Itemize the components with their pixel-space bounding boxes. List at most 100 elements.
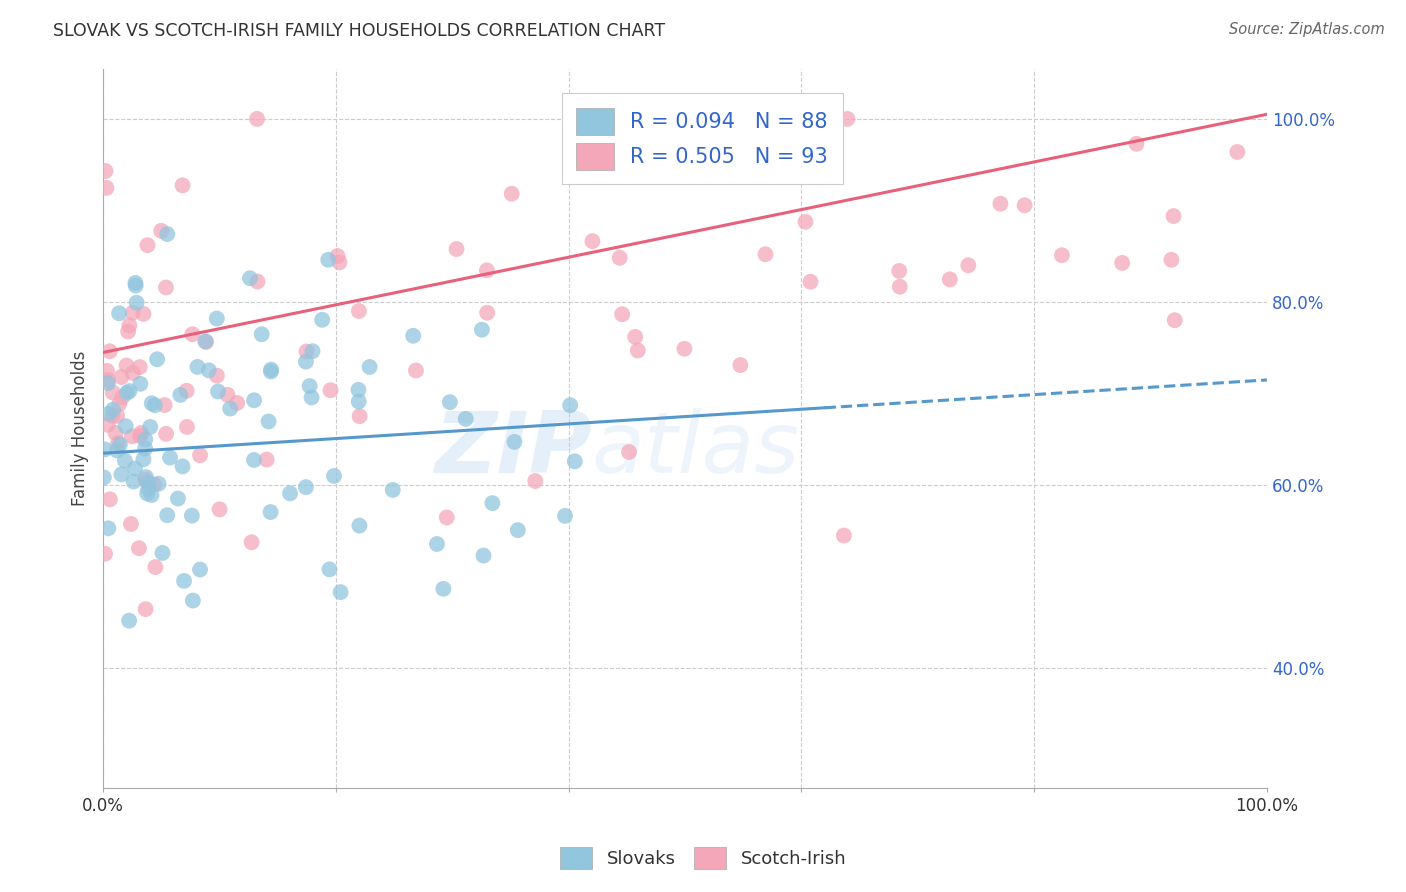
Point [436,510,458,524]
Point [150,224,173,238]
Point [101,385,124,400]
Point [146,352,169,367]
Point [134,442,156,456]
Point [172,459,194,474]
Point [155,426,177,441]
Point [172,178,194,193]
Point [246,112,269,126]
Point [295,354,318,368]
Point [94,442,117,457]
Point [167,491,190,506]
Point [426,537,449,551]
Point [301,344,323,359]
Point [889,279,911,293]
Point [136,486,159,500]
Point [97,376,120,390]
Point [1111,256,1133,270]
Point [121,429,143,443]
Point [181,593,204,607]
Point [432,582,454,596]
Point [617,445,640,459]
Point [114,454,136,468]
Point [181,327,204,342]
Point [136,482,159,496]
Point [145,560,167,574]
Point [581,234,603,248]
Point [129,429,152,443]
Point [110,467,132,482]
Point [560,398,582,412]
Point [316,252,339,267]
Point [98,344,121,359]
Point [101,409,124,423]
Text: ZIP: ZIP [434,409,592,491]
Point [697,161,720,175]
Point [97,373,120,387]
Point [205,368,228,383]
Point [301,391,323,405]
Point [278,486,301,500]
Point [794,215,817,229]
Point [101,402,124,417]
Point [349,518,371,533]
Point [439,395,461,409]
Point [108,397,131,411]
Legend: Slovaks, Scotch-Irish: Slovaks, Scotch-Irish [551,838,855,879]
Point [94,164,117,178]
Point [136,238,159,252]
Point [217,388,239,402]
Point [97,521,120,535]
Point [328,255,350,269]
Point [129,425,152,440]
Point [118,614,141,628]
Point [475,263,498,277]
Point [148,476,170,491]
Point [524,474,547,488]
Point [169,388,191,402]
Point [837,112,859,126]
Point [612,307,634,321]
Legend: R = 0.094   N = 88, R = 0.505   N = 93: R = 0.094 N = 88, R = 0.505 N = 93 [561,94,842,185]
Point [132,452,155,467]
Point [939,272,962,286]
Point [219,401,242,416]
Point [730,358,752,372]
Point [257,414,280,428]
Point [132,307,155,321]
Point [117,325,139,339]
Point [121,306,143,320]
Point [205,311,228,326]
Point [194,334,217,349]
Point [122,366,145,380]
Point [957,258,980,272]
Point [114,419,136,434]
Point [207,384,229,399]
Point [323,469,346,483]
Point [180,508,202,523]
Point [347,304,370,318]
Point [138,476,160,491]
Point [143,398,166,412]
Point [134,433,156,447]
Point [1226,145,1249,159]
Point [359,359,381,374]
Point [115,359,138,373]
Point [624,330,647,344]
Point [349,409,371,424]
Point [97,417,120,432]
Point [311,313,333,327]
Point [155,280,177,294]
Point [135,602,157,616]
Point [143,477,166,491]
Point [93,470,115,484]
Point [564,454,586,468]
Point [124,461,146,475]
Point [97,407,120,421]
Point [1163,209,1185,223]
Point [627,343,650,358]
Point [124,276,146,290]
Point [96,181,118,195]
Point [139,420,162,434]
Point [1164,313,1187,327]
Text: atlas: atlas [592,409,800,491]
